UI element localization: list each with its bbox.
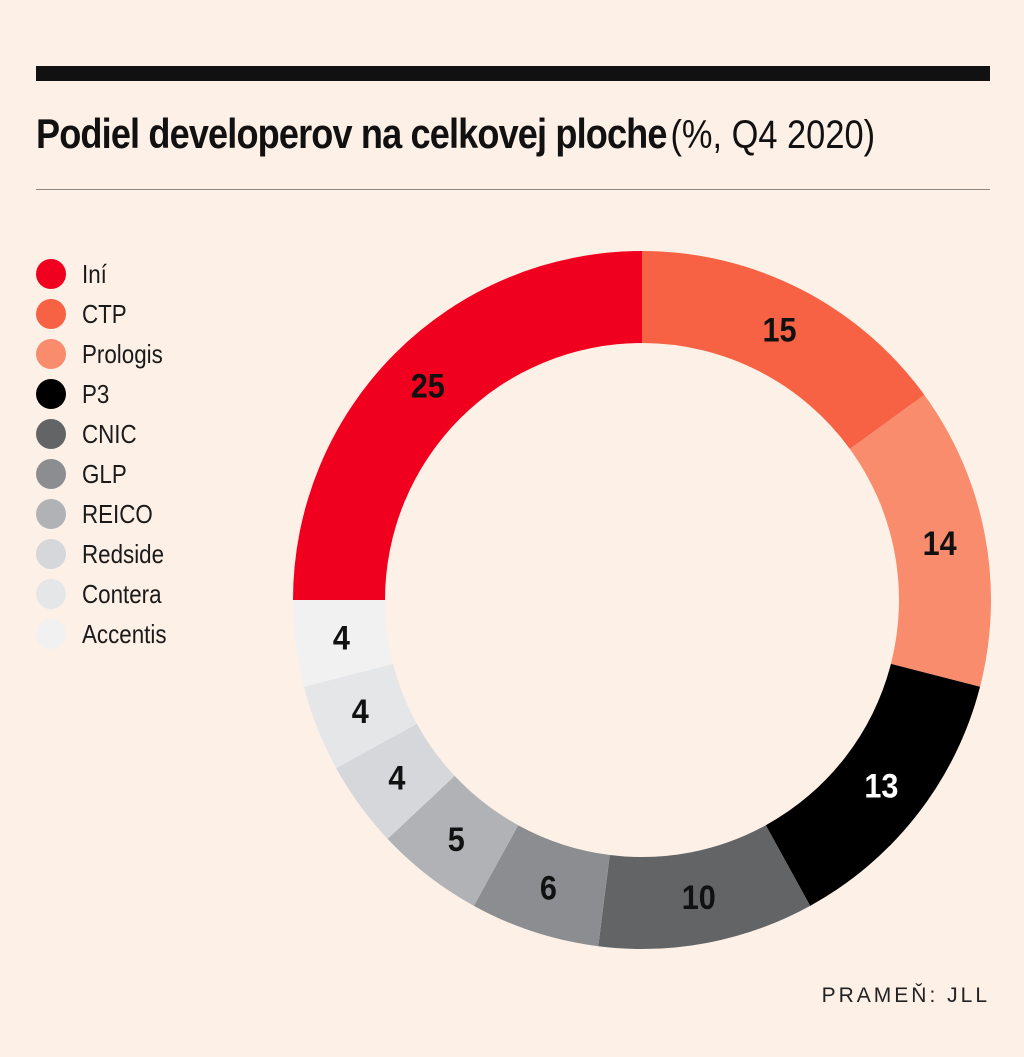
legend-item-ctp: CTP [36,294,180,334]
slice-ini [293,251,642,600]
legend-item-reico: REICO [36,494,180,534]
top-rule [36,66,990,81]
legend-label: Accentis [82,618,167,649]
slice-cnic [598,825,811,949]
legend: Iní CTP Prologis P3 CNIC GLP REICO Redside Conte… [36,254,180,654]
slice-accentis [293,600,394,687]
legend-label: Contera [82,578,162,609]
legend-item-ini: Iní [36,254,180,294]
slice-redside [336,723,455,839]
slice-label-reico: 5 [448,820,465,858]
title-main: Podiel developerov na celkovej ploche [36,110,667,157]
slice-label-contera: 4 [352,693,369,731]
slice-label-prologis: 14 [923,524,957,562]
slice-label-p3: 13 [864,767,898,805]
slice-glp [473,825,610,947]
legend-item-cnic: CNIC [36,414,180,454]
legend-swatch [36,499,66,529]
slice-label-accentis: 4 [333,619,350,657]
legend-swatch [36,299,66,329]
title-subtitle: (%, Q4 2020) [670,113,876,157]
legend-swatch [36,459,66,489]
legend-label: GLP [82,458,127,489]
legend-swatch [36,259,66,289]
slice-label-redside: 4 [388,759,405,797]
slice-p3 [765,663,981,906]
legend-label: Iní [82,258,107,289]
slice-label-ini: 25 [411,367,445,405]
slice-reico [387,775,519,906]
slice-contera [303,663,417,769]
legend-label: Prologis [82,338,163,369]
source-credit: PRAMEŇ: JLL [821,984,990,1007]
legend-item-glp: GLP [36,454,180,494]
legend-item-p3: P3 [36,374,180,414]
legend-swatch [36,579,66,609]
legend-swatch [36,619,66,649]
legend-label: CTP [82,298,127,329]
legend-item-accentis: Accentis [36,614,180,654]
legend-label: Redside [82,538,165,569]
legend-item-contera: Contera [36,574,180,614]
chart-title: Podiel developerov na celkovej ploche (%… [36,108,875,170]
legend-swatch [36,539,66,569]
legend-swatch [36,419,66,449]
legend-label: REICO [82,498,153,529]
legend-item-prologis: Prologis [36,334,180,374]
slice-prologis [849,394,992,687]
legend-swatch [36,379,66,409]
legend-swatch [36,339,66,369]
legend-label: CNIC [82,418,137,449]
legend-label: P3 [82,378,110,409]
title-divider [36,189,990,190]
legend-item-redside: Redside [36,534,180,574]
slice-label-cnic: 10 [682,879,716,917]
slice-label-glp: 6 [540,869,557,907]
slice-label-ctp: 15 [763,311,797,349]
slice-ctp [642,251,925,449]
